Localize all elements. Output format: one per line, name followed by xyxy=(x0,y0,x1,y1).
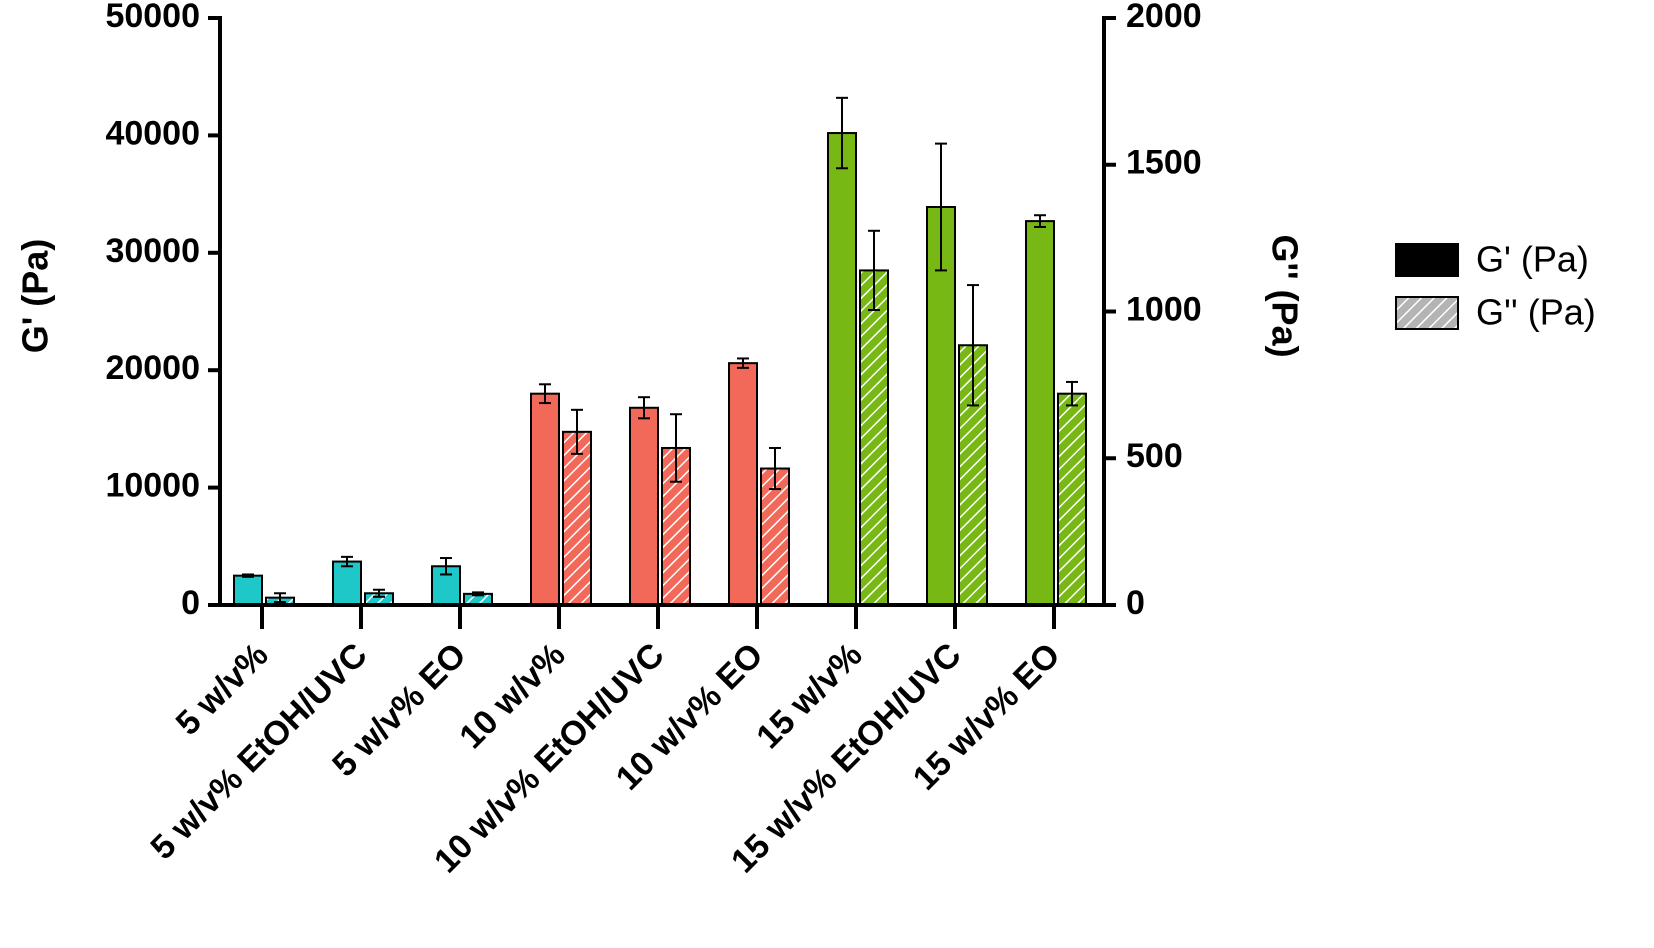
error-bar-g-prime-2 xyxy=(440,557,452,576)
y-axis-right-ticks: 0 500 1000 1500 2000 xyxy=(1104,0,1202,622)
legend-swatch-hatched xyxy=(1395,296,1459,330)
bars-layer xyxy=(233,96,1087,607)
error-bar-g-prime-3 xyxy=(539,383,551,405)
error-bar-g-double-prime-1 xyxy=(373,588,385,598)
error-bar-g-prime-0 xyxy=(242,573,254,578)
legend-label-g-prime: G' (Pa) xyxy=(1476,239,1589,280)
error-bar-g-double-prime-8 xyxy=(1066,380,1078,407)
bar-g-double-prime-6 xyxy=(859,269,889,606)
y-right-tick-label: 1000 xyxy=(1126,290,1202,328)
bar-g-prime-6 xyxy=(827,132,857,606)
error-bar-g-double-prime-0 xyxy=(274,592,286,604)
error-bar-g-prime-4 xyxy=(638,396,650,420)
y-right-tick-label: 1500 xyxy=(1126,144,1202,182)
bar-g-double-prime-8 xyxy=(1057,392,1087,606)
legend-swatch-solid xyxy=(1395,243,1459,277)
y-left-tick-label: 30000 xyxy=(105,232,200,270)
error-bar-g-double-prime-2 xyxy=(472,591,484,597)
error-bar-g-double-prime-4 xyxy=(670,413,682,483)
y-left-tick-label: 10000 xyxy=(105,467,200,505)
y-left-tick-label: 50000 xyxy=(105,0,200,35)
error-bar-g-prime-8 xyxy=(1034,214,1046,228)
y-right-tick-label: 0 xyxy=(1126,584,1145,622)
error-bar-g-double-prime-7 xyxy=(967,284,979,407)
bar-g-prime-8 xyxy=(1025,220,1055,607)
y-left-tick-label: 40000 xyxy=(105,114,200,152)
y-axis-left-ticks: 0 10000 20000 30000 40000 50000 xyxy=(105,0,220,622)
legend: G' (Pa) G'' (Pa) xyxy=(1395,239,1596,333)
bar-g-prime-4 xyxy=(629,406,659,606)
y-axis-left-title: G' (Pa) xyxy=(15,239,56,354)
legend-label-g-double-prime: G'' (Pa) xyxy=(1476,292,1596,333)
y-right-tick-label: 2000 xyxy=(1126,0,1202,35)
error-bar-g-double-prime-3 xyxy=(571,408,583,455)
y-axis-right-title: G'' (Pa) xyxy=(1264,234,1305,357)
bar-g-prime-5 xyxy=(728,362,758,606)
y-left-tick-label: 0 xyxy=(181,584,200,622)
bar-g-prime-3 xyxy=(530,392,560,606)
bar-g-prime-1 xyxy=(332,560,362,607)
y-right-tick-label: 500 xyxy=(1126,437,1183,475)
bar-g-double-prime-3 xyxy=(562,430,592,606)
error-bar-g-prime-1 xyxy=(341,555,353,568)
error-bar-g-double-prime-5 xyxy=(769,446,781,491)
error-bar-g-prime-5 xyxy=(737,357,749,369)
y-left-tick-label: 20000 xyxy=(105,349,200,387)
error-bar-g-prime-6 xyxy=(836,96,848,170)
bar-g-prime-0 xyxy=(233,574,263,607)
error-bar-g-double-prime-6 xyxy=(868,229,880,312)
error-bar-g-prime-7 xyxy=(935,142,947,272)
